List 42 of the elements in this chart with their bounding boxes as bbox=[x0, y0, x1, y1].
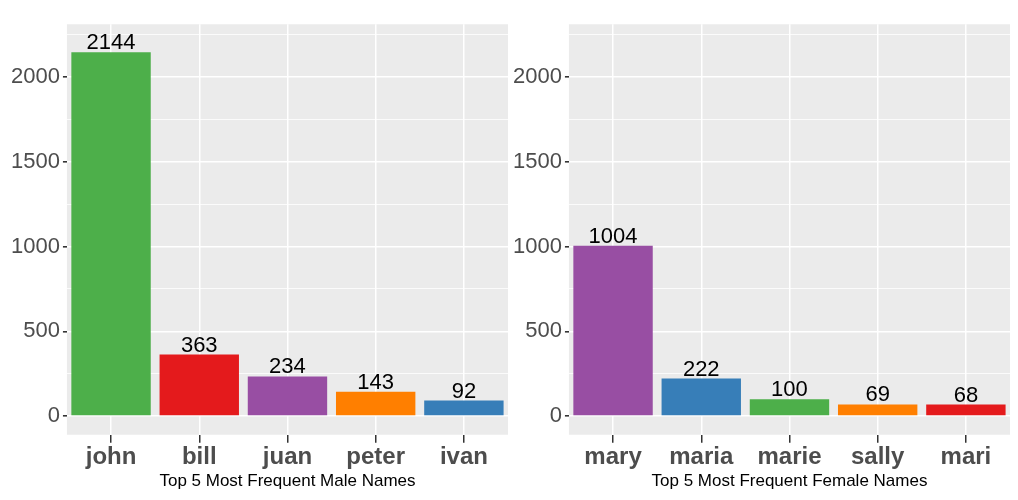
data-label: 234 bbox=[269, 353, 306, 379]
bar bbox=[573, 245, 653, 416]
x-tick-label: ivan bbox=[439, 441, 488, 469]
y-tick-label: 1000 bbox=[10, 232, 60, 258]
x-tick-label: maria bbox=[669, 441, 734, 469]
bar bbox=[837, 404, 918, 416]
data-label: 100 bbox=[771, 376, 808, 402]
y-tick-label: 500 bbox=[525, 317, 562, 343]
x-tick-label: bill bbox=[181, 441, 217, 469]
data-label: 143 bbox=[357, 368, 395, 394]
x-tick-label: juan bbox=[261, 441, 313, 469]
bar bbox=[661, 378, 741, 416]
bar bbox=[159, 354, 239, 416]
y-tick-label: 500 bbox=[23, 317, 60, 343]
data-label: 222 bbox=[682, 355, 720, 381]
y-tick-label: 1500 bbox=[10, 147, 60, 173]
x-tick-label: sally bbox=[850, 441, 906, 469]
y-tick-label: 0 bbox=[549, 402, 562, 428]
y-tick-label: 1000 bbox=[512, 232, 562, 258]
bar bbox=[749, 399, 830, 416]
y-tick-label: 0 bbox=[47, 402, 60, 428]
bar bbox=[71, 52, 151, 416]
x-axis-title: Top 5 Most Frequent Male Names bbox=[159, 471, 416, 491]
x-tick-label: marie bbox=[757, 441, 822, 469]
x-tick-label: mari bbox=[940, 441, 992, 469]
x-tick-label: john bbox=[84, 441, 137, 469]
data-label: 2144 bbox=[86, 29, 136, 55]
x-axis-title: Top 5 Most Frequent Female Names bbox=[651, 471, 928, 491]
bar bbox=[335, 391, 416, 416]
y-tick-label: 2000 bbox=[10, 62, 60, 88]
bar bbox=[247, 376, 328, 416]
x-tick-label: peter bbox=[346, 441, 406, 469]
data-label: 363 bbox=[180, 331, 218, 357]
bar bbox=[424, 400, 504, 416]
x-tick-label: mary bbox=[584, 441, 643, 469]
bar bbox=[926, 404, 1006, 416]
y-tick-label: 1500 bbox=[512, 147, 562, 173]
data-label: 68 bbox=[953, 381, 979, 407]
data-label: 69 bbox=[865, 381, 890, 407]
data-label: 1004 bbox=[588, 222, 638, 248]
y-tick-label: 2000 bbox=[512, 62, 562, 88]
data-label: 92 bbox=[451, 377, 477, 403]
